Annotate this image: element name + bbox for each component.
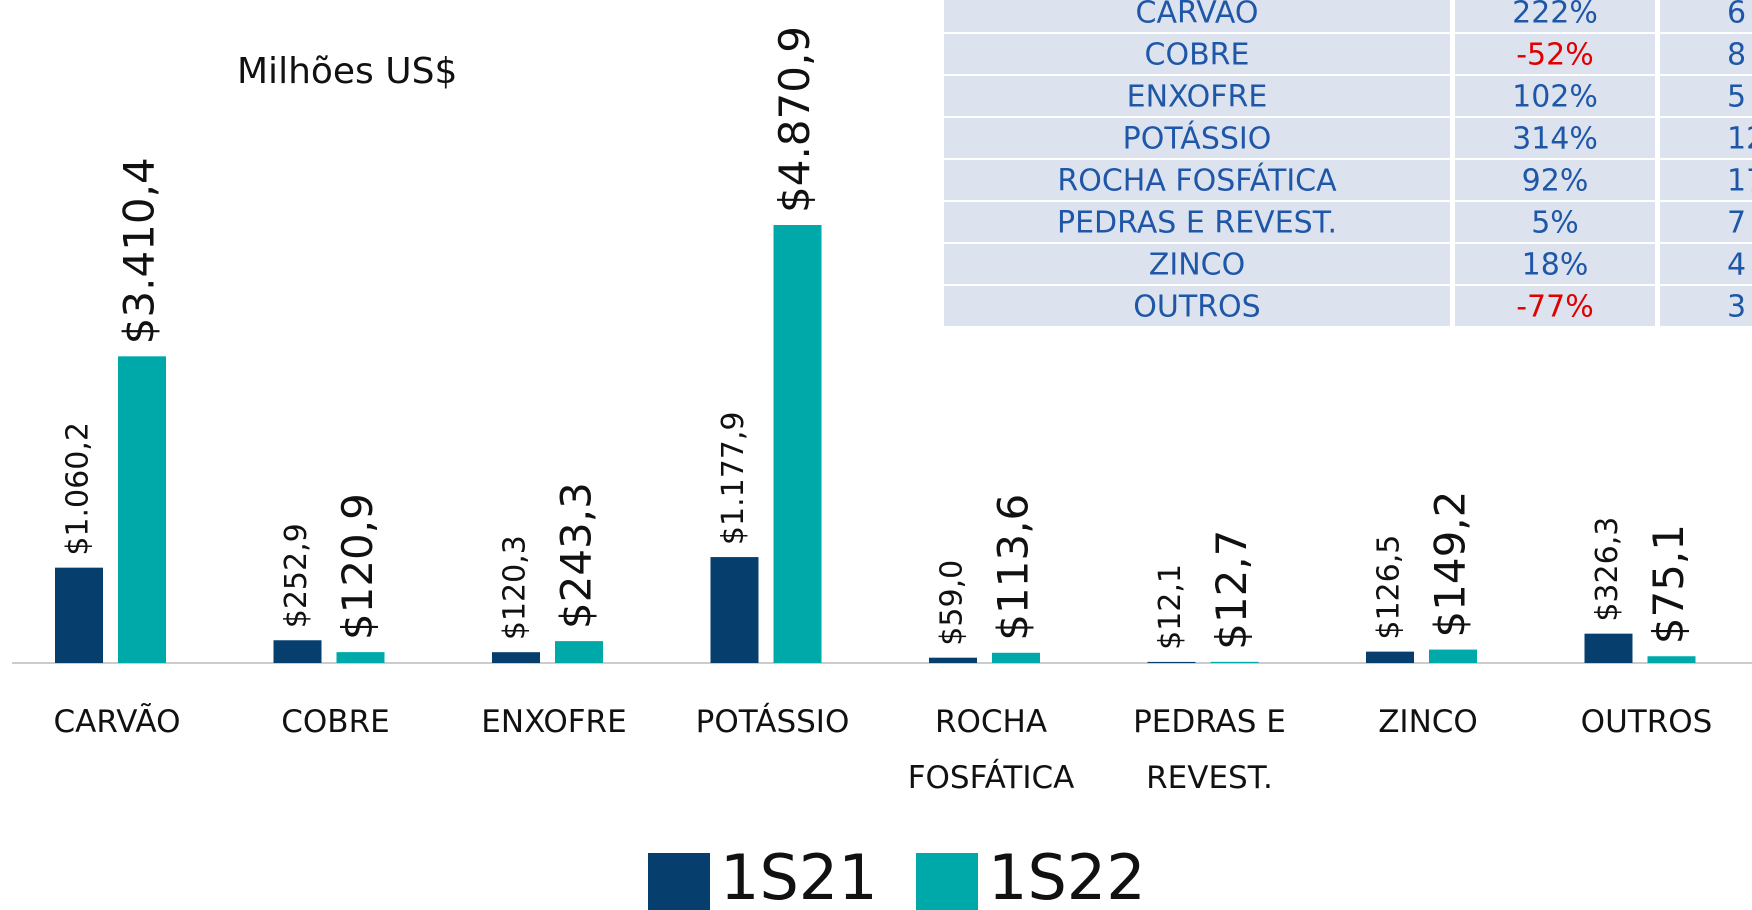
table-cell: 3 bbox=[1727, 290, 1746, 325]
legend-label: 1S22 bbox=[988, 841, 1146, 910]
table-cell-bg bbox=[1455, 34, 1655, 74]
table-cell: 92% bbox=[1522, 164, 1589, 199]
table-cell: 102% bbox=[1512, 80, 1598, 115]
value-label: $12,7 bbox=[1207, 530, 1256, 650]
table-cell-bg bbox=[1455, 118, 1655, 158]
bar bbox=[492, 652, 540, 663]
value-label: $120,3 bbox=[498, 535, 533, 640]
x-tick-label: ZINCO bbox=[1378, 704, 1478, 740]
x-tick-label: POTÁSSIO bbox=[696, 704, 850, 740]
table-cell-bg bbox=[944, 202, 1450, 242]
table-cell-bg bbox=[944, 118, 1450, 158]
bar bbox=[1647, 656, 1696, 663]
table-cell-bg bbox=[1455, 76, 1655, 116]
x-tick-label: COBRE bbox=[281, 704, 389, 740]
bar bbox=[1210, 661, 1259, 663]
bar bbox=[710, 557, 759, 663]
bar bbox=[992, 652, 1040, 663]
value-label: $252,9 bbox=[279, 523, 314, 628]
x-tick-label: ROCHA FOSFÁTICA bbox=[908, 704, 1075, 796]
value-label: $120,9 bbox=[333, 493, 382, 640]
table-cell-bg bbox=[1660, 34, 1752, 74]
table-cell-bg bbox=[944, 34, 1450, 74]
table-cell-bg bbox=[1660, 0, 1752, 32]
table-cell: 7 bbox=[1727, 206, 1746, 241]
table-cell: 12 bbox=[1727, 122, 1752, 157]
table-cell: 8 bbox=[1727, 38, 1746, 73]
table-cell: 17 bbox=[1727, 164, 1752, 199]
bar bbox=[1584, 633, 1633, 663]
bar bbox=[55, 567, 103, 663]
table-cell: 5% bbox=[1531, 206, 1579, 241]
table-cell: -52% bbox=[1516, 38, 1594, 73]
table-cell-bg bbox=[1660, 76, 1752, 116]
value-label: $3.410,4 bbox=[115, 157, 164, 344]
value-label: $1.177,9 bbox=[716, 411, 751, 545]
table-cell-bg bbox=[944, 76, 1450, 116]
value-label: $149,2 bbox=[1426, 491, 1475, 638]
table-cell-bg bbox=[944, 286, 1450, 326]
table-cell: 5 bbox=[1727, 80, 1746, 115]
table-cell: PEDRAS E REVEST. bbox=[1057, 206, 1337, 241]
table-cell: ENXOFRE bbox=[1127, 80, 1268, 115]
value-label: $126,5 bbox=[1372, 535, 1407, 640]
bar bbox=[118, 356, 166, 663]
value-label: $326,3 bbox=[1590, 517, 1625, 622]
legend-swatch bbox=[648, 853, 710, 910]
value-label: $4.870,9 bbox=[770, 26, 819, 213]
table-cell: COBRE bbox=[1145, 38, 1250, 73]
value-label: $75,1 bbox=[1644, 524, 1693, 644]
table-cell-bg bbox=[944, 0, 1450, 32]
table-cell-bg bbox=[1660, 244, 1752, 284]
bar bbox=[773, 225, 822, 663]
table-cell-bg bbox=[1455, 202, 1655, 242]
table-cell-bg bbox=[1455, 244, 1655, 284]
value-label: $243,3 bbox=[552, 482, 601, 629]
table-cell: 18% bbox=[1522, 248, 1589, 283]
table-cell-bg bbox=[1455, 160, 1655, 200]
table-cell-bg bbox=[1455, 286, 1655, 326]
chart-subtitle: Milhões US$ bbox=[237, 51, 457, 92]
table-cell: 222% bbox=[1512, 0, 1598, 31]
table-cell: CARVAO bbox=[1136, 0, 1259, 31]
bar bbox=[929, 657, 977, 663]
table-cell: 314% bbox=[1512, 122, 1598, 157]
x-tick-label: PEDRAS E REVEST. bbox=[1133, 704, 1286, 796]
value-label: $1.060,2 bbox=[61, 422, 96, 556]
table-cell-bg bbox=[1660, 160, 1752, 200]
legend-label: 1S21 bbox=[720, 841, 878, 910]
table-cell: 4 bbox=[1727, 248, 1746, 283]
table-cell: 6 bbox=[1727, 0, 1746, 31]
table-cell-bg bbox=[944, 160, 1450, 200]
table-cell-bg bbox=[1660, 118, 1752, 158]
table-cell: OUTROS bbox=[1133, 290, 1260, 325]
value-label: $59,0 bbox=[935, 560, 970, 646]
bar bbox=[1147, 661, 1196, 663]
x-tick-label: OUTROS bbox=[1581, 704, 1713, 740]
table-cell-bg bbox=[1455, 0, 1655, 32]
value-label: $12,1 bbox=[1153, 564, 1188, 650]
table-cell: ZINCO bbox=[1149, 248, 1245, 283]
bar bbox=[1429, 649, 1477, 663]
legend-swatch bbox=[916, 853, 978, 910]
x-tick-label: CARVÃO bbox=[54, 704, 181, 740]
value-label: $113,6 bbox=[989, 494, 1038, 641]
bar bbox=[1366, 651, 1414, 663]
bar bbox=[336, 652, 385, 663]
table-cell-bg bbox=[944, 244, 1450, 284]
table-cell-bg bbox=[1660, 286, 1752, 326]
table-cell: ROCHA FOSFÁTICA bbox=[1057, 163, 1337, 199]
table-cell: -77% bbox=[1516, 290, 1594, 325]
table-cell: POTÁSSIO bbox=[1123, 121, 1272, 157]
bar bbox=[273, 640, 322, 663]
bar bbox=[555, 641, 603, 663]
x-tick-label: ENXOFRE bbox=[481, 704, 626, 740]
table-cell-bg bbox=[1660, 202, 1752, 242]
